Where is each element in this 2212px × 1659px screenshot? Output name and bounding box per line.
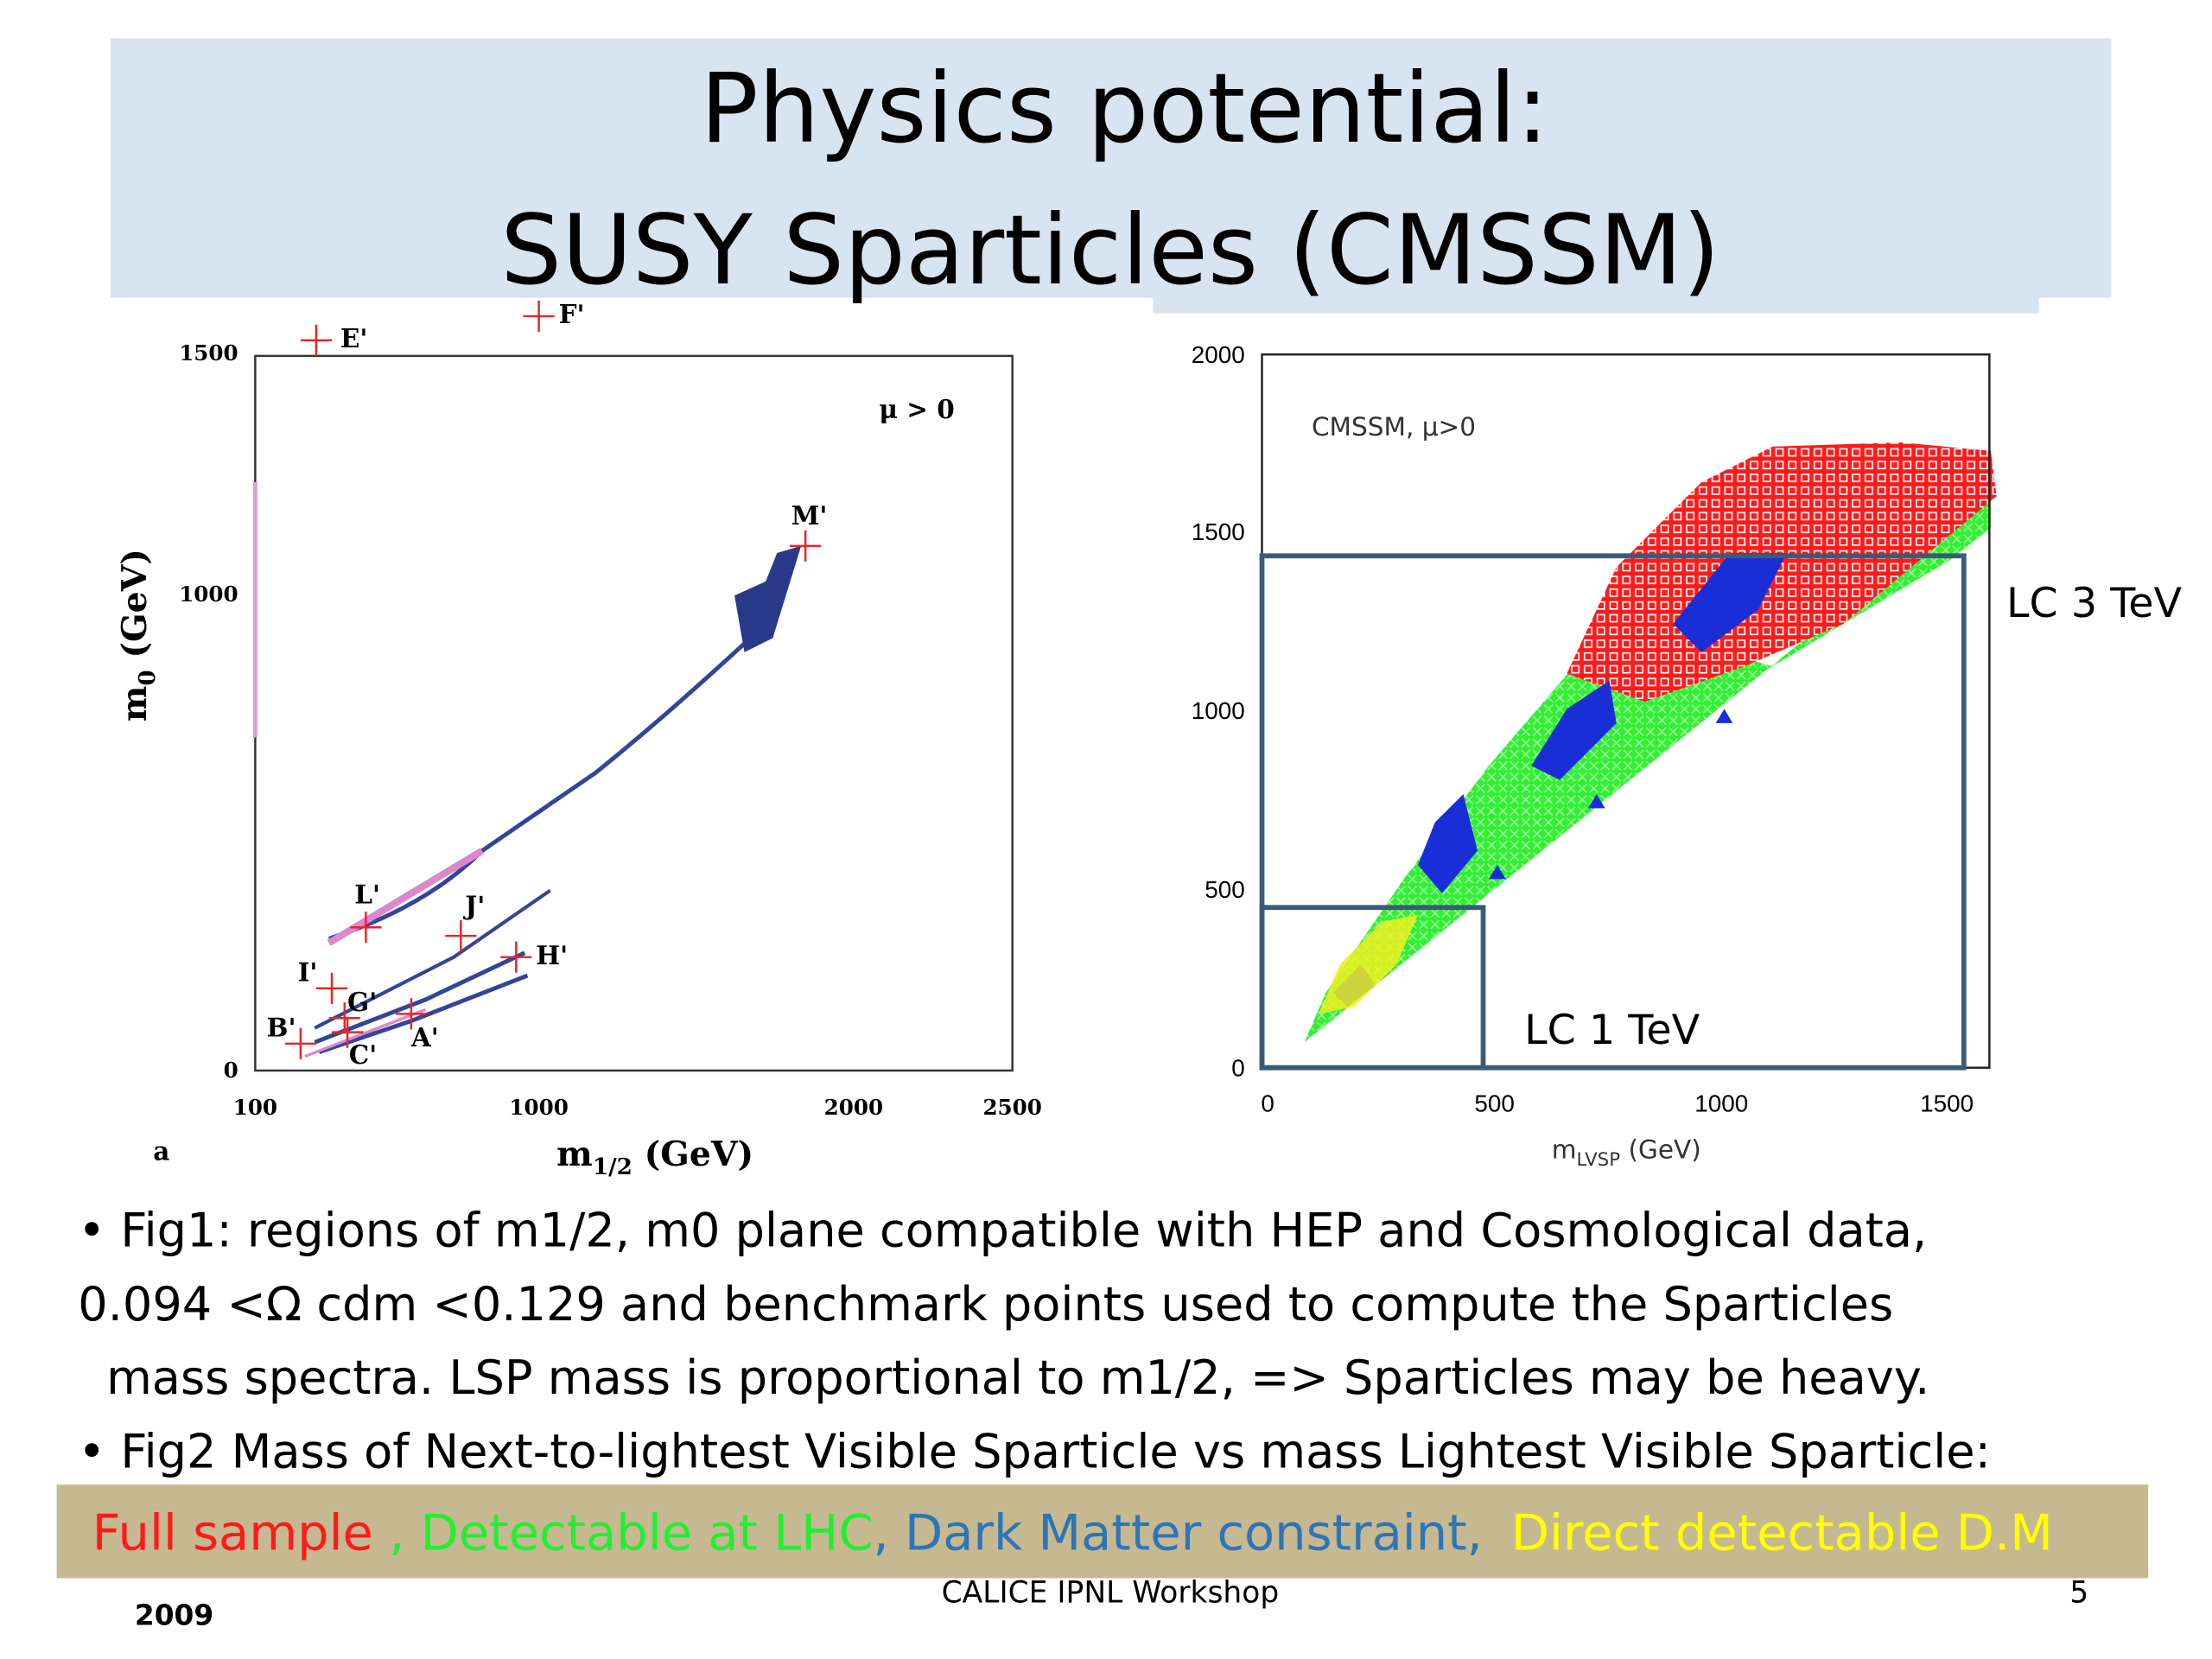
- x-tick-label: 500: [1474, 1090, 1515, 1117]
- path: [300, 324, 332, 356]
- path: [1587, 793, 1605, 809]
- footer-date: 2009: [135, 1599, 213, 1632]
- x-axis-label: m1/2 (GeV): [556, 1135, 753, 1180]
- tspan: Direct detectable D.M: [1511, 1504, 2053, 1562]
- path: [395, 998, 427, 1030]
- x-tick-label: 1000: [509, 1095, 569, 1120]
- region: [314, 950, 526, 1045]
- path: [500, 941, 532, 973]
- lc3-box: [1259, 553, 1967, 1071]
- x-tick-label: 1000: [1694, 1090, 1748, 1117]
- bullet: • Fig2 Mass of Next-to-lightest Visible …: [78, 1424, 1991, 1478]
- point-label: J': [462, 890, 485, 920]
- tspan: m: [1552, 1135, 1577, 1165]
- point-label: A': [410, 1022, 439, 1052]
- point-label: I': [298, 957, 318, 988]
- y-tick-label: 1500: [179, 340, 238, 365]
- point-label: E': [340, 323, 368, 353]
- y-tick-label: 1000: [179, 582, 238, 607]
- region: [304, 1007, 426, 1058]
- tspan: 0: [134, 670, 161, 685]
- path: [1489, 865, 1506, 880]
- y-tick-label: 1500: [1192, 518, 1245, 545]
- path: [790, 530, 822, 562]
- tspan: m: [556, 1135, 593, 1174]
- footer-page: 5: [2069, 1575, 2088, 1610]
- x-tick-label: 100: [233, 1095, 277, 1120]
- y-tick-label: 0: [1231, 1055, 1245, 1082]
- legend-band: [56, 1484, 2149, 1579]
- point-label: H': [536, 940, 568, 970]
- path: [1418, 793, 1478, 893]
- annotation: CMSSM, μ>0: [1312, 412, 1476, 442]
- bullet: mass spectra. LSP mass is proportional t…: [106, 1351, 1929, 1405]
- y-tick-label: 2000: [1192, 341, 1245, 368]
- bullet: 0.094 <Ω cdm <0.129 and benchmark points…: [78, 1277, 1893, 1332]
- x-tick-label: 2000: [824, 1095, 884, 1120]
- fig2: LC 3 TeV LC 1 TeV 2000 1500 1000 500 0 0…: [1192, 341, 2183, 1171]
- box-label: LC 1 TeV: [1524, 1007, 1700, 1054]
- y-axis-label: m0 (GeV): [115, 549, 161, 721]
- y-tick-label: 500: [1205, 876, 1245, 903]
- legend: Full sample , Detectable at LHC, Dark Ma…: [92, 1504, 2053, 1562]
- dd-region: [1319, 914, 1419, 1014]
- bullet: • Fig1: regions of m1/2, m0 plane compat…: [78, 1203, 1927, 1257]
- point-label: B': [267, 1013, 296, 1043]
- title-cut: [2038, 297, 2125, 327]
- title-band: [111, 38, 2112, 314]
- footer-event: CALICE IPNL Workshop: [942, 1575, 1280, 1610]
- lc1-box: [1259, 905, 1486, 1071]
- box-label: LC 3 TeV: [2006, 580, 2182, 627]
- region: [1325, 624, 1773, 993]
- tspan: LVSP: [1577, 1149, 1621, 1171]
- path: [328, 1002, 360, 1034]
- tspan: (GeV): [1620, 1135, 1701, 1165]
- tspan: (GeV): [632, 1135, 753, 1174]
- annotation: μ > 0: [879, 394, 954, 424]
- path: [1715, 709, 1733, 723]
- region: [1567, 442, 1997, 702]
- title: SUSY Sparticles (CMSSM): [500, 194, 1719, 307]
- point-label: L': [354, 879, 380, 909]
- y-tick-label: 0: [224, 1058, 238, 1083]
- y-tick-label: 1000: [1192, 697, 1245, 724]
- region: [327, 848, 485, 946]
- path: [332, 1016, 364, 1048]
- x-axis-label: mLVSP (GeV): [1552, 1135, 1701, 1171]
- tspan: m: [115, 686, 155, 722]
- frame: [254, 354, 1014, 1072]
- point-label: G': [347, 987, 377, 1017]
- tspan: (GeV): [115, 549, 155, 670]
- tspan: , Detectable at LHC: [373, 1504, 874, 1562]
- region: [327, 622, 767, 941]
- x-tick-label: 1500: [1920, 1090, 1974, 1117]
- point-label: F': [559, 299, 585, 329]
- point-label: M': [791, 500, 828, 531]
- point-label: C': [349, 1039, 378, 1070]
- path: [284, 1027, 316, 1059]
- fig1: 1500 1000 0 100 1000 2000 2500 m1/2 (GeV…: [115, 299, 1042, 1180]
- tspan: Full sample: [92, 1504, 373, 1562]
- tspan: , Dark Matter constraint,: [874, 1504, 1483, 1562]
- path: [315, 972, 348, 1004]
- region: [314, 888, 551, 1030]
- title: Physics potential:: [700, 53, 1548, 165]
- region: [734, 545, 802, 652]
- x-tick-label: 0: [1261, 1090, 1274, 1117]
- path: [1531, 680, 1617, 780]
- tspan: 1/2: [593, 1154, 632, 1180]
- path: [445, 920, 477, 952]
- benchmark-markers: [284, 300, 822, 1059]
- path: [523, 300, 555, 332]
- panel-label: a: [153, 1135, 169, 1166]
- path: [1673, 553, 1787, 652]
- title-cut: [111, 297, 1154, 327]
- path: [350, 912, 382, 944]
- x-tick-label: 2500: [982, 1095, 1042, 1120]
